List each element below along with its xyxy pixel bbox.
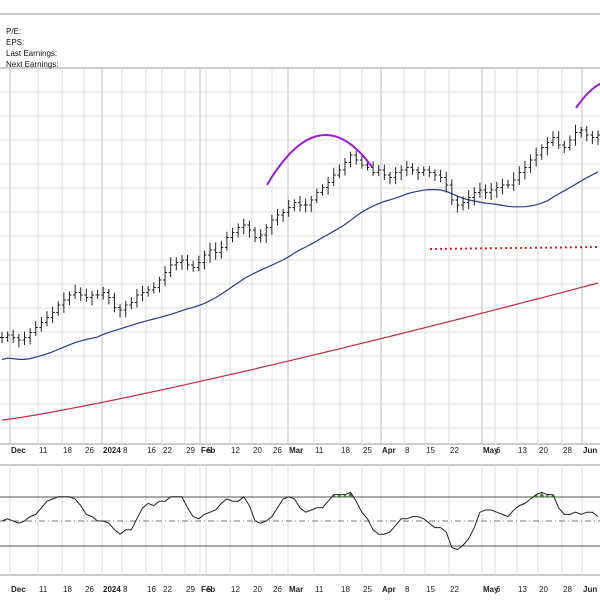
x-tick-label: 18 — [341, 585, 350, 594]
x-tick-label: 6 — [496, 446, 501, 455]
x-tick-label: 18 — [63, 446, 72, 455]
x-tick-label: Dec — [11, 446, 26, 455]
x-tick-label: 16 — [147, 585, 156, 594]
x-tick-label: 8 — [405, 585, 410, 594]
x-tick-label: 12 — [231, 585, 240, 594]
x-tick-label: 11 — [39, 446, 48, 455]
x-tick-label: 8 — [123, 585, 128, 594]
support-line — [429, 246, 600, 250]
x-tick-label: 8 — [123, 446, 128, 455]
x-tick-label: Mar — [289, 446, 303, 455]
last-earnings-label: Last Earnings: — [6, 49, 58, 58]
oscillator-fill — [55, 492, 556, 497]
x-tick-label: 18 — [341, 446, 350, 455]
x-tick-label: 26 — [273, 585, 282, 594]
x-tick-label: 12 — [231, 446, 240, 455]
info-panel: P/E: EPS: Last Earnings: Next Earnings: — [6, 26, 58, 70]
x-tick-label: 22 — [450, 585, 459, 594]
x-tick-label: 25 — [363, 585, 372, 594]
x-tick-label: Jun — [583, 585, 597, 594]
x-tick-label: Dec — [11, 585, 26, 594]
next-earnings-label: Next Earnings: — [6, 60, 59, 69]
x-tick-label: 20 — [253, 585, 262, 594]
x-tick-label: 18 — [63, 585, 72, 594]
x-tick-label: 15 — [426, 446, 435, 455]
x-tick-label: 13 — [518, 585, 527, 594]
x-tick-label: 8 — [405, 446, 410, 455]
x-tick-label: 20 — [539, 585, 548, 594]
x-tick-label: 25 — [363, 446, 372, 455]
x-tick-label: 2024 — [103, 446, 121, 455]
top-arc-annotation — [266, 134, 373, 186]
moving-average-long — [1, 282, 599, 421]
x-tick-label: 28 — [563, 446, 572, 455]
x-tick-label: 16 — [147, 446, 156, 455]
x-tick-label: 26 — [85, 585, 94, 594]
x-tick-label: Apr — [382, 446, 396, 455]
x-tick-label: 11 — [39, 585, 48, 594]
x-tick-label: Feb — [201, 585, 215, 594]
x-tick-label: Mar — [289, 585, 303, 594]
x-tick-label: 29 — [186, 585, 195, 594]
x-tick-label: Feb — [201, 446, 215, 455]
x-tick-label: 5 — [207, 585, 212, 594]
oscillator-line — [1, 491, 599, 551]
x-tick-label: 26 — [85, 446, 94, 455]
x-tick-label: 2024 — [103, 585, 121, 594]
x-tick-label: 20 — [253, 446, 262, 455]
x-tick-label: 28 — [563, 585, 572, 594]
x-tick-label: Jun — [583, 446, 597, 455]
moving-average-short — [1, 171, 599, 361]
x-tick-label: 15 — [426, 585, 435, 594]
x-tick-label: 5 — [207, 446, 212, 455]
x-tick-label: 22 — [163, 446, 172, 455]
x-tick-label: 29 — [186, 446, 195, 455]
x-tick-label: 22 — [450, 446, 459, 455]
pe-label: P/E: — [6, 27, 22, 36]
x-tick-label: 20 — [539, 446, 548, 455]
x-tick-label: May — [483, 446, 499, 455]
top-arc-annotation-right — [575, 82, 600, 109]
x-tick-label: 6 — [496, 585, 501, 594]
x-tick-label: 26 — [273, 446, 282, 455]
x-tick-label: Apr — [382, 585, 396, 594]
x-tick-label: 11 — [315, 585, 324, 594]
x-tick-label: 11 — [315, 446, 324, 455]
x-tick-label: 13 — [518, 446, 527, 455]
eps-label: EPS: — [6, 38, 25, 47]
x-tick-label: May — [483, 585, 499, 594]
x-tick-label: 22 — [163, 585, 172, 594]
